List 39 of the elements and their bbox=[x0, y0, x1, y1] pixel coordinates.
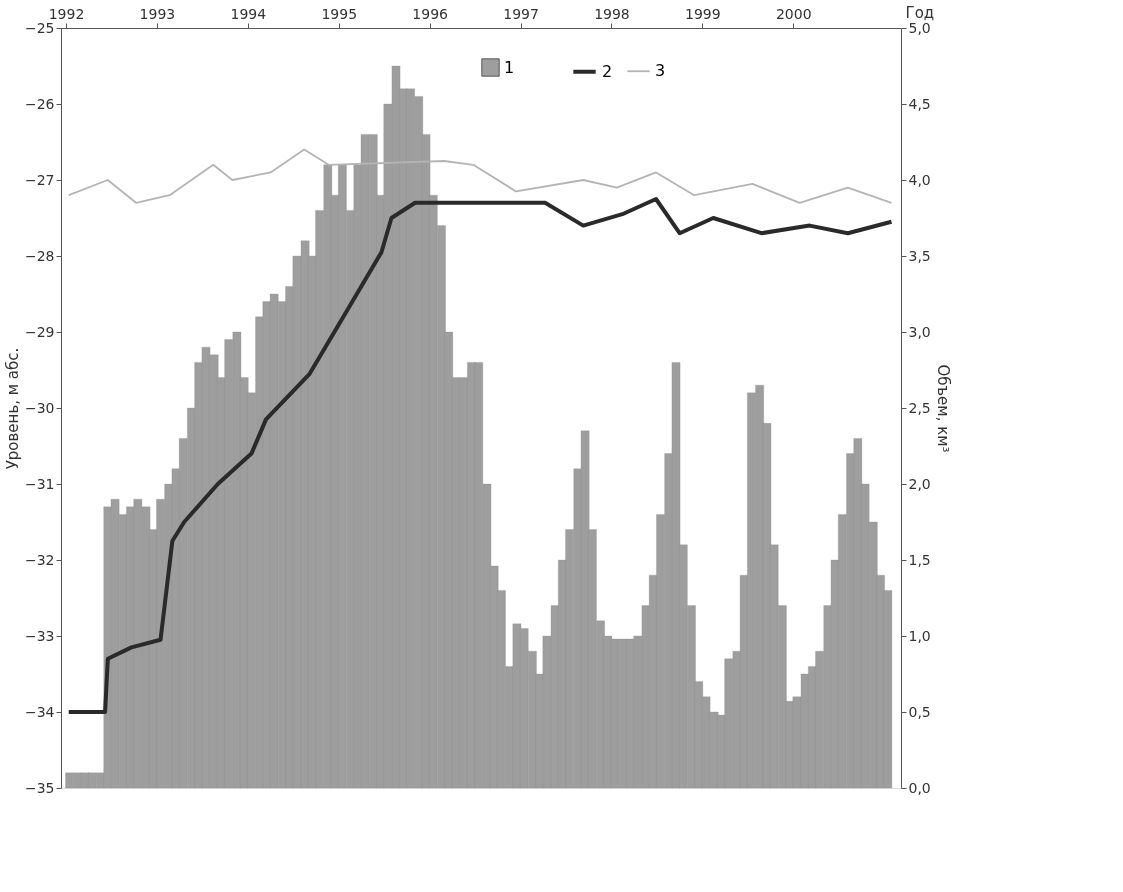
y2-tick-label: 0,0 bbox=[908, 779, 931, 796]
x-tick-label: 1998 bbox=[594, 5, 630, 22]
x-tick-label: 1999 bbox=[685, 5, 721, 22]
x-tick-label: 2000 bbox=[775, 5, 812, 22]
x-tick-label: 1993 bbox=[139, 5, 176, 22]
y-tick-label: −33 bbox=[24, 627, 55, 644]
y-tick-label: −27 bbox=[24, 171, 55, 188]
y-tick-label: −28 bbox=[24, 247, 55, 264]
x-tick-label: 1996 bbox=[412, 5, 449, 22]
y2-tick-label: 3,0 bbox=[908, 323, 931, 340]
y-tick-label: −31 bbox=[24, 475, 55, 492]
y2-tick-label: 2,5 bbox=[908, 399, 931, 416]
y2-tick-label: 0,5 bbox=[908, 703, 931, 720]
x-axis-title: Год bbox=[905, 3, 935, 22]
line-series bbox=[66, 197, 894, 714]
y-tick-label: −34 bbox=[24, 703, 55, 720]
y-tick-label: −25 bbox=[24, 19, 55, 36]
y2-tick-label: 2,0 bbox=[908, 475, 931, 492]
y2-tick-label: 4,0 bbox=[908, 171, 931, 188]
y2-tick-label: 5,0 bbox=[908, 19, 931, 36]
y-tick-label: −30 bbox=[24, 399, 55, 416]
legend-label: 1 bbox=[504, 57, 515, 77]
y-tick-label: −35 bbox=[24, 779, 55, 796]
x-tick-label: 1995 bbox=[321, 5, 358, 22]
x-tick-label: 1992 bbox=[48, 5, 85, 22]
y-axis-title: Уровень, м абс. bbox=[3, 347, 22, 470]
y-tick-label: −32 bbox=[24, 551, 55, 568]
y-tick-label: −29 bbox=[24, 323, 55, 340]
y-tick-label: −26 bbox=[24, 95, 55, 112]
y2-tick-label: 1,0 bbox=[908, 627, 931, 644]
y2-tick-label: 3,5 bbox=[908, 247, 931, 264]
y2-tick-label: 4,5 bbox=[908, 95, 931, 112]
y2-tick-label: 1,5 bbox=[908, 551, 931, 568]
legend-label: 2 bbox=[602, 61, 613, 81]
y2-axis-title: Объем, км³ bbox=[933, 364, 952, 453]
x-tick-label: 1994 bbox=[230, 5, 267, 22]
legend-label: 3 bbox=[655, 61, 666, 81]
line-series bbox=[67, 148, 893, 204]
x-tick-label: 1997 bbox=[503, 5, 539, 22]
